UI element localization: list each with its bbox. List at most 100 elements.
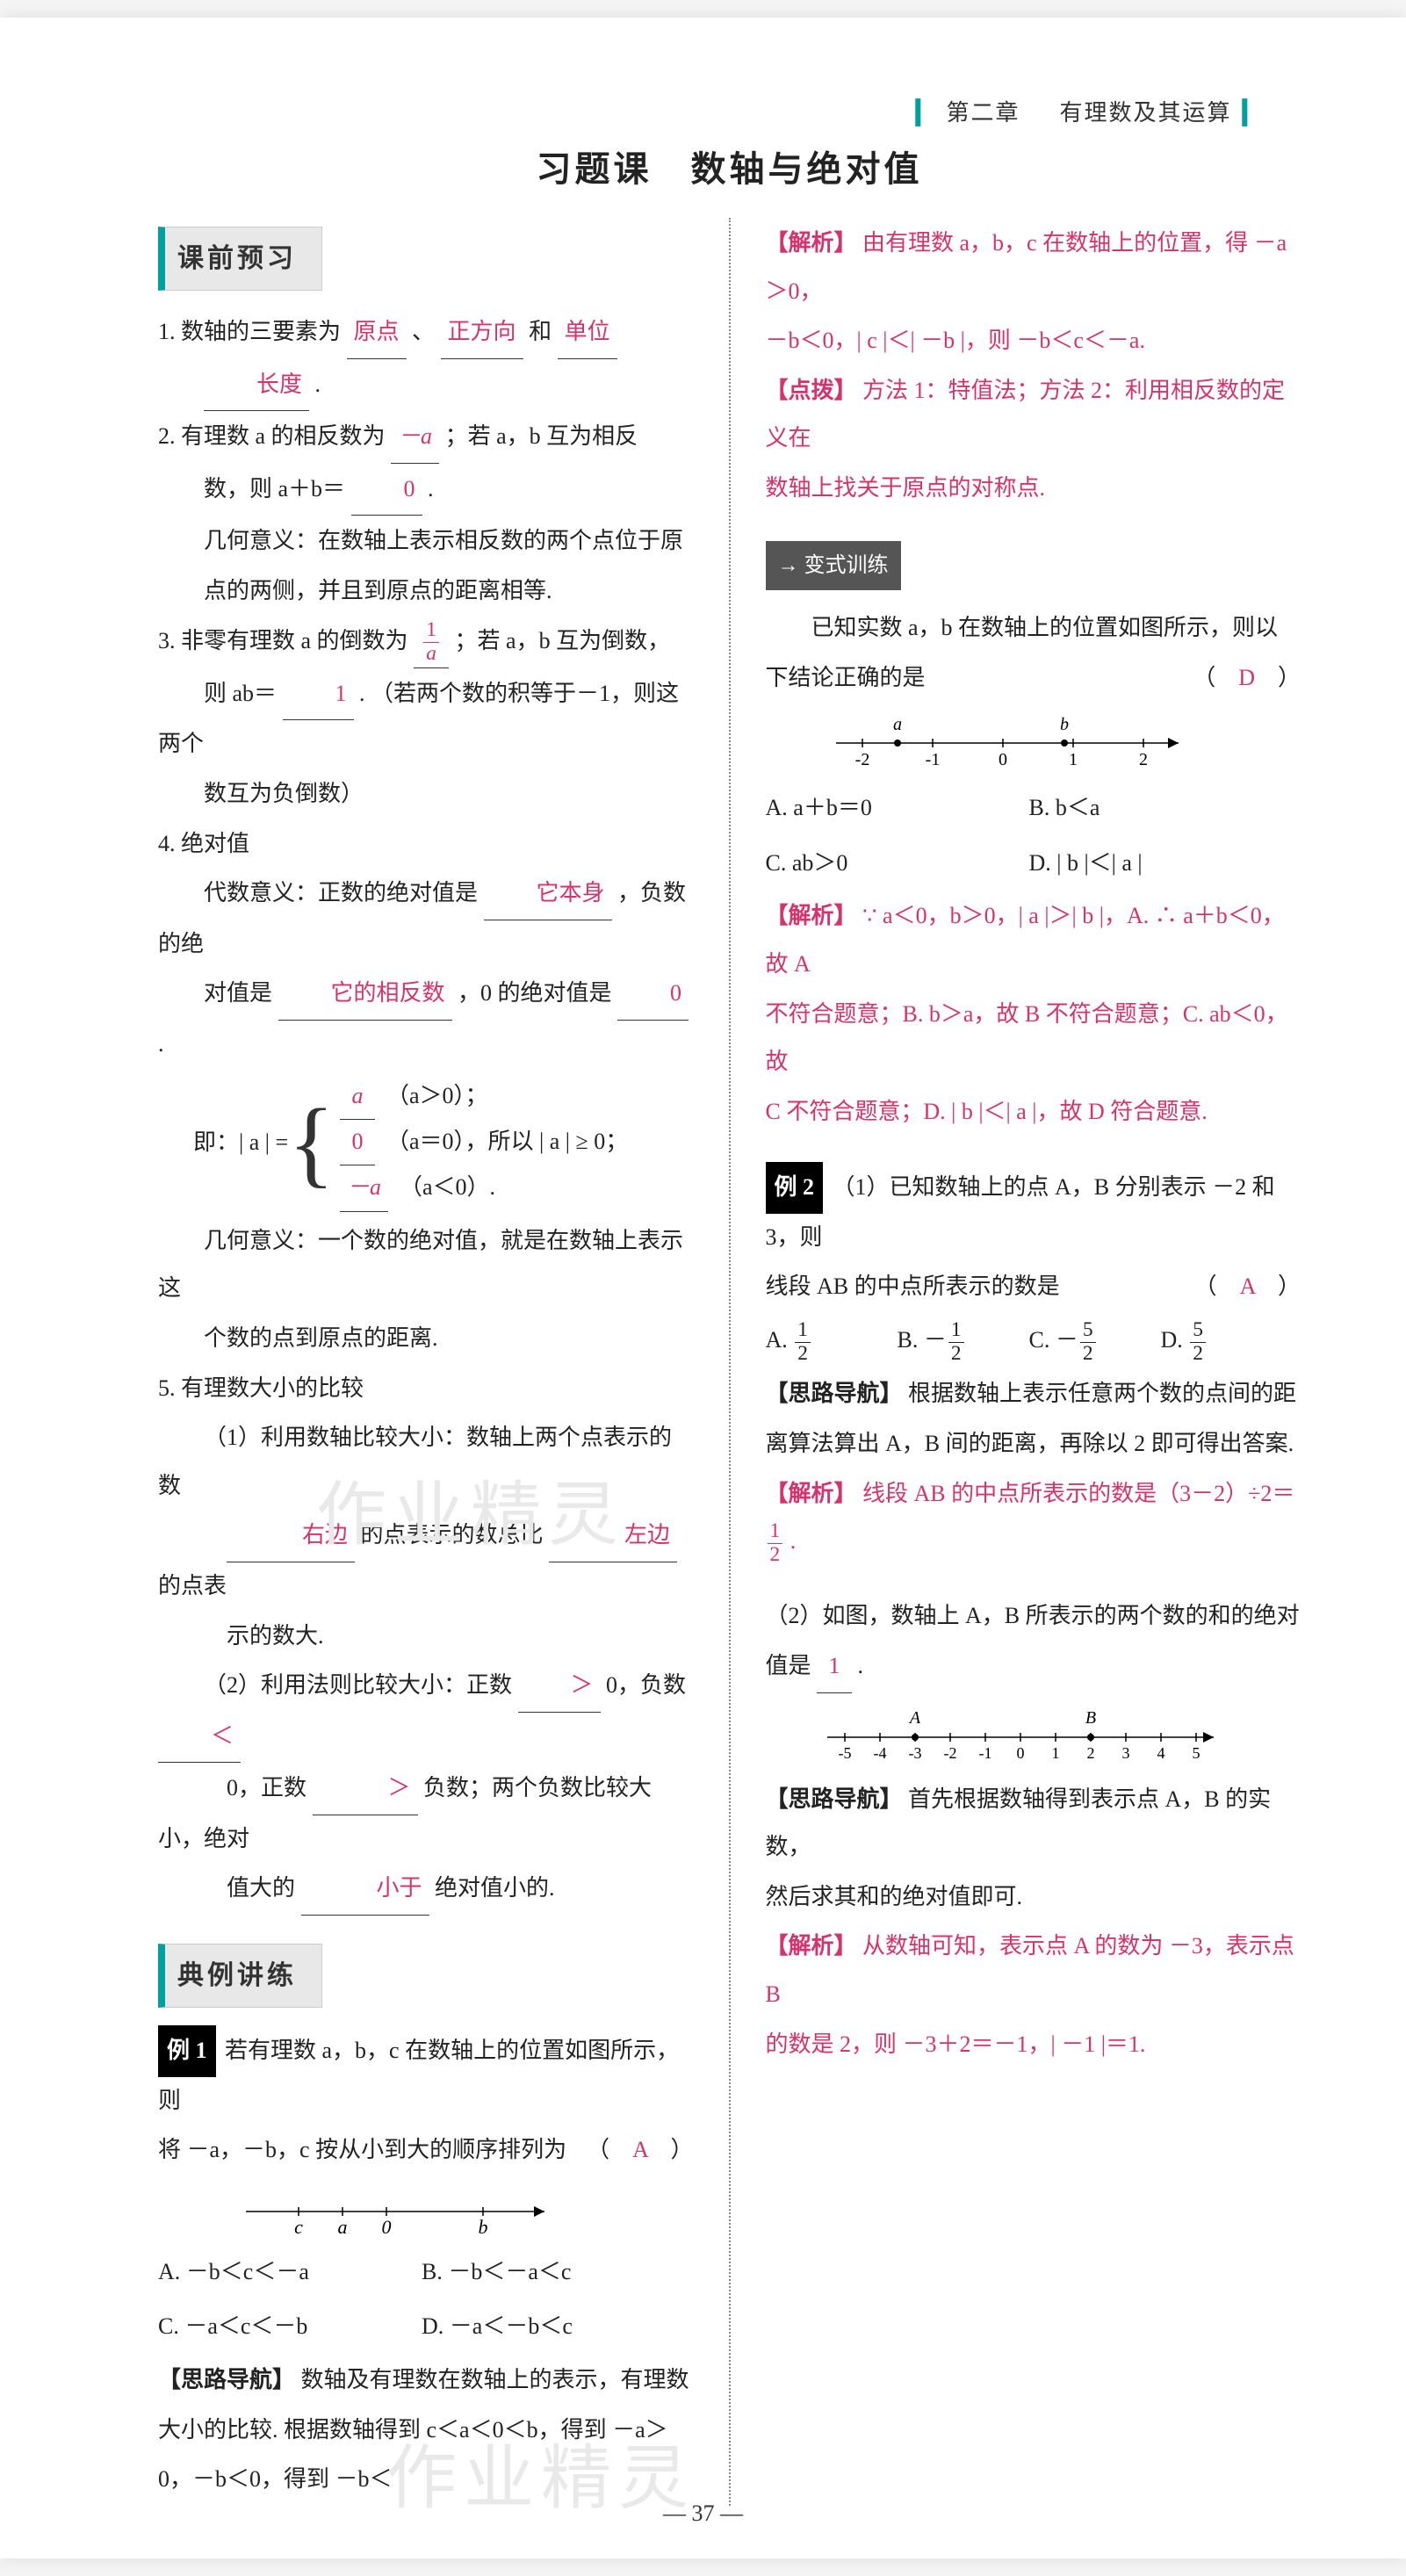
choice-d: D. 52 <box>1161 1317 1266 1365</box>
ex2-p2-line1: （2）如图，数轴上 A，B 所表示的两个数的和的绝对 <box>766 1592 1301 1641</box>
ex2-p2-line2: 值是 1 . <box>766 1642 1301 1693</box>
blank: 小于 <box>301 1865 429 1916</box>
ex2-nav2: 离算法算出 A，B 间的距离，再除以 2 即可得出答案. <box>766 1420 1301 1468</box>
var-analysis-1: 【解析】 ∵ a＜0，b＞0，| a |＞| b |，A. ∴ a＋b＜0，故 … <box>766 892 1301 988</box>
svg-text:-2: -2 <box>943 1744 956 1762</box>
ex1-numberline: ca0b <box>193 2185 694 2238</box>
svg-text:-1: -1 <box>925 750 940 769</box>
q5-1c: 示的数大. <box>158 1613 694 1661</box>
ex1-tip-2: 数轴上找关于原点的对称点. <box>766 465 1301 513</box>
svg-text:-5: -5 <box>838 1744 851 1762</box>
svg-text:1: 1 <box>1051 1744 1059 1762</box>
q5-2a: （2）利用法则比较大小：正数 ＞ 0，负数 ＜ <box>158 1662 694 1763</box>
q5-2c: 值大的 小于 绝对值小的. <box>158 1865 694 1916</box>
var-analysis-3: C 不符合题意；D. | b |＜| a |，故 D 符合题意. <box>766 1088 1301 1136</box>
q4-geom1: 几何意义：一个数的绝对值，就是在数轴上表示这 <box>158 1217 694 1313</box>
svg-text:5: 5 <box>1192 1744 1200 1762</box>
brace-rows: a （a＞0）； 0 （a＝0），所以 | a | ≥ 0； －a （a＜0）. <box>340 1074 628 1212</box>
svg-text:b: b <box>1060 715 1069 734</box>
q4-line1: 代数意义：正数的绝对值是 它本身 ，负数的绝 <box>158 869 694 968</box>
choice-a: A. －b＜c＜－a <box>158 2248 386 2297</box>
svg-text:c: c <box>294 2216 303 2238</box>
page: ▎ 第二章 有理数及其运算 ▎ 习题课 数轴与绝对值 课前预习 1. 数轴的三要… <box>0 18 1406 2558</box>
q5-1b: 右边 的点表示的数总比 左边 的点表 <box>158 1512 694 1610</box>
svg-text:A: A <box>907 1708 920 1728</box>
bar-icon: ▎ <box>1243 100 1262 126</box>
section-heading-preview: 课前预习 <box>158 227 322 291</box>
q1-line2: 长度 . <box>158 361 694 412</box>
choice-a: A. a＋b＝0 <box>766 784 994 833</box>
choice-c: C. ab＞0 <box>766 840 994 888</box>
blank: 长度 <box>204 361 309 412</box>
svg-text:-1: -1 <box>978 1744 991 1762</box>
blank: 右边 <box>227 1512 355 1562</box>
q5-1a: （1）利用数轴比较大小：数轴上两个点表示的数 <box>158 1414 694 1510</box>
var-line1: 已知实数 a，b 在数轴上的位置如图所示，则以 <box>766 604 1301 653</box>
svg-text:-2: -2 <box>854 750 869 769</box>
blank: 正方向 <box>441 308 523 359</box>
var-analysis-2: 不符合题意；B. b＞a，故 B 不符合题意；C. ab＜0，故 <box>766 991 1301 1086</box>
q5-title: 5. 有理数大小的比较 <box>158 1365 694 1413</box>
paren-answer: （ A ） <box>587 2126 693 2175</box>
choice-d: D. | b |＜| a | <box>1029 840 1258 888</box>
q2-line2: 数，则 a＋b＝ 0 . <box>158 465 694 516</box>
ex2-choices: A. 12 B. －12 C. －52 D. 52 <box>766 1317 1301 1365</box>
svg-text:2: 2 <box>1139 750 1148 769</box>
q4-title: 4. 绝对值 <box>158 820 694 869</box>
q2-line1: 2. 有理数 a 的相反数为 －a ；若 a，b 互为相反 <box>158 413 694 464</box>
ex2-line2: 线段 AB 的中点所表示的数是 （ A ） <box>766 1263 1301 1311</box>
ex2-analysis2-2: 的数是 2，则 －3＋2＝－1，| －1 |＝1. <box>766 2021 1301 2069</box>
svg-text:3: 3 <box>1121 1744 1129 1762</box>
var-line2: 下结论正确的是 （ D ） <box>766 654 1301 703</box>
abs-brace: 即：| a | = { a （a＞0）； 0 （a＝0），所以 | a | ≥ … <box>193 1074 694 1212</box>
choice-a: A. 12 <box>766 1317 871 1365</box>
ex2-line1: 例 2 （1）已知数轴上的点 A，B 分别表示 －2 和 3，则 <box>766 1162 1301 1261</box>
paren-answer: （ A ） <box>1194 1263 1301 1311</box>
svg-text:0: 0 <box>1016 1744 1024 1762</box>
example-tag: 例 1 <box>158 2025 216 2077</box>
blank: ＜ <box>158 1713 241 1764</box>
svg-text:-4: -4 <box>873 1744 886 1762</box>
svg-text:-3: -3 <box>908 1744 921 1762</box>
ex2-nav1: 【思路导航】 根据数轴上表示任意两个数的点间的距 <box>766 1370 1301 1418</box>
q1-line1: 1. 数轴的三要素为 原点 、 正方向 和 单位 <box>158 308 694 359</box>
choice-b: B. b＜a <box>1029 784 1258 833</box>
ex1-choices: A. －b＜c＜－a B. －b＜－a＜c C. －a＜c＜－b D. －a＜－… <box>158 2248 694 2351</box>
chapter-name: 第二章 <box>946 100 1020 126</box>
blank: 它的相反数 <box>278 970 452 1021</box>
ex2-analysis: 【解析】 线段 AB 的中点所表示的数是（3－2）÷2＝ 12 . <box>766 1470 1301 1567</box>
column-divider <box>729 218 731 2506</box>
q4-geom2: 个数的点到原点的距离. <box>158 1315 694 1363</box>
var-choices: A. a＋b＝0 B. b＜a C. ab＞0 D. | b |＜| a | <box>766 784 1301 887</box>
blank: 左边 <box>549 1512 677 1562</box>
var-numberline: -2-1012ab <box>801 712 1301 774</box>
section-heading-examples: 典例讲练 <box>158 1944 322 2008</box>
paren-answer: （ D ） <box>1193 654 1301 703</box>
ex1-line1: 例 1 若有理数 a，b，c 在数轴上的位置如图所示，则 <box>158 2025 694 2125</box>
blank: ＞ <box>313 1764 418 1815</box>
right-column: 【解析】 由有理数 a，b，c 在数轴上的位置，得 －a＞0， －b＜0，| c… <box>766 218 1301 2506</box>
chapter-header: ▎ 第二章 有理数及其运算 ▎ <box>912 95 1265 127</box>
ex1-nav2: 大小的比较. 根据数轴得到 c＜a＜0＜b，得到 －a＞ <box>158 2406 694 2455</box>
ex1-nav3: 0，－b＜0，得到 －b＜ <box>158 2456 694 2504</box>
svg-text:B: B <box>1085 1708 1095 1728</box>
blank: 1 <box>817 1642 852 1693</box>
variation-heading: 变式训练 <box>766 541 901 590</box>
q2-line3: 几何意义：在数轴上表示相反数的两个点位于原 <box>158 517 694 566</box>
blank: 1a <box>414 617 449 668</box>
choice-d: D. －a＜－b＜c <box>422 2303 650 2351</box>
q4-line2: 对值是 它的相反数 ，0 的绝对值是 0 . <box>158 970 694 1068</box>
svg-text:0: 0 <box>999 750 1007 769</box>
page-number: — 37 — <box>663 2500 743 2527</box>
blank: 0 <box>617 970 689 1021</box>
ex1-nav: 【思路导航】 数轴及有理数在数轴上的表示，有理数 <box>158 2356 694 2405</box>
choice-c: C. －52 <box>1029 1317 1135 1365</box>
blank: 1 <box>283 670 354 721</box>
q3-line2: 则 ab＝ 1 . （若两个数的积等于－1，则这两个 <box>158 670 694 768</box>
ex1-tip-1: 【点拨】 方法 1：特值法；方法 2：利用相反数的定义在 <box>766 367 1301 463</box>
ex2-nav4: 然后求其和的绝对值即可. <box>766 1873 1301 1922</box>
chapter-subtitle: 有理数及其运算 <box>1059 100 1231 126</box>
svg-text:a: a <box>338 2216 348 2238</box>
q5-2b: 0，正数 ＞ 负数；两个负数比较大小，绝对 <box>158 1764 694 1863</box>
blank: －a <box>391 413 439 464</box>
